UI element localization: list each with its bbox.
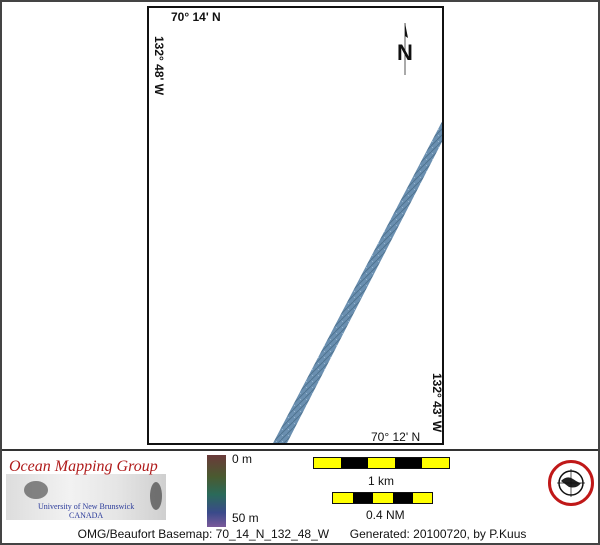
omg-title: Ocean Mapping Group xyxy=(9,458,158,475)
unb-geodesy-logo xyxy=(548,460,594,506)
swath-strip xyxy=(273,121,442,443)
university-label: University of New Brunswick CANADA xyxy=(38,502,134,520)
scale-bar-nm xyxy=(332,492,433,504)
omg-logo-image xyxy=(6,474,166,520)
scale-km-label: 1 km xyxy=(368,474,395,488)
university-name: University of New Brunswick xyxy=(38,502,135,511)
top-latitude-label: 70° 14' N xyxy=(171,10,221,24)
left-longitude-label: 132° 48' W xyxy=(152,36,166,96)
north-arrow-icon: N xyxy=(397,23,413,75)
depth-colorbar xyxy=(207,455,226,527)
depth-min-label: 0 m xyxy=(232,452,253,466)
bottom-latitude-label: 70° 12' N xyxy=(371,430,421,444)
map-frame: N 70° 14' N 132° 48' W 132° 43' W 70° 12… xyxy=(147,6,444,445)
bathymetry-swath: N xyxy=(273,23,442,443)
svg-text:N: N xyxy=(397,40,413,65)
generated-info: Generated: 20100720, by P.Kuus xyxy=(349,527,527,541)
basemap-id: OMG/Beaufort Basemap: 70_14_N_132_48_W xyxy=(77,527,330,541)
legend-divider xyxy=(2,449,598,451)
right-longitude-label: 132° 43' W xyxy=(430,373,444,433)
footer: OMG/Beaufort Basemap: 70_14_N_132_48_W G… xyxy=(2,527,598,541)
scale-bar-km xyxy=(313,457,450,469)
country-name: CANADA xyxy=(68,511,104,520)
depth-max-label: 50 m xyxy=(232,511,259,525)
scale-nm-label: 0.4 NM xyxy=(366,508,405,522)
